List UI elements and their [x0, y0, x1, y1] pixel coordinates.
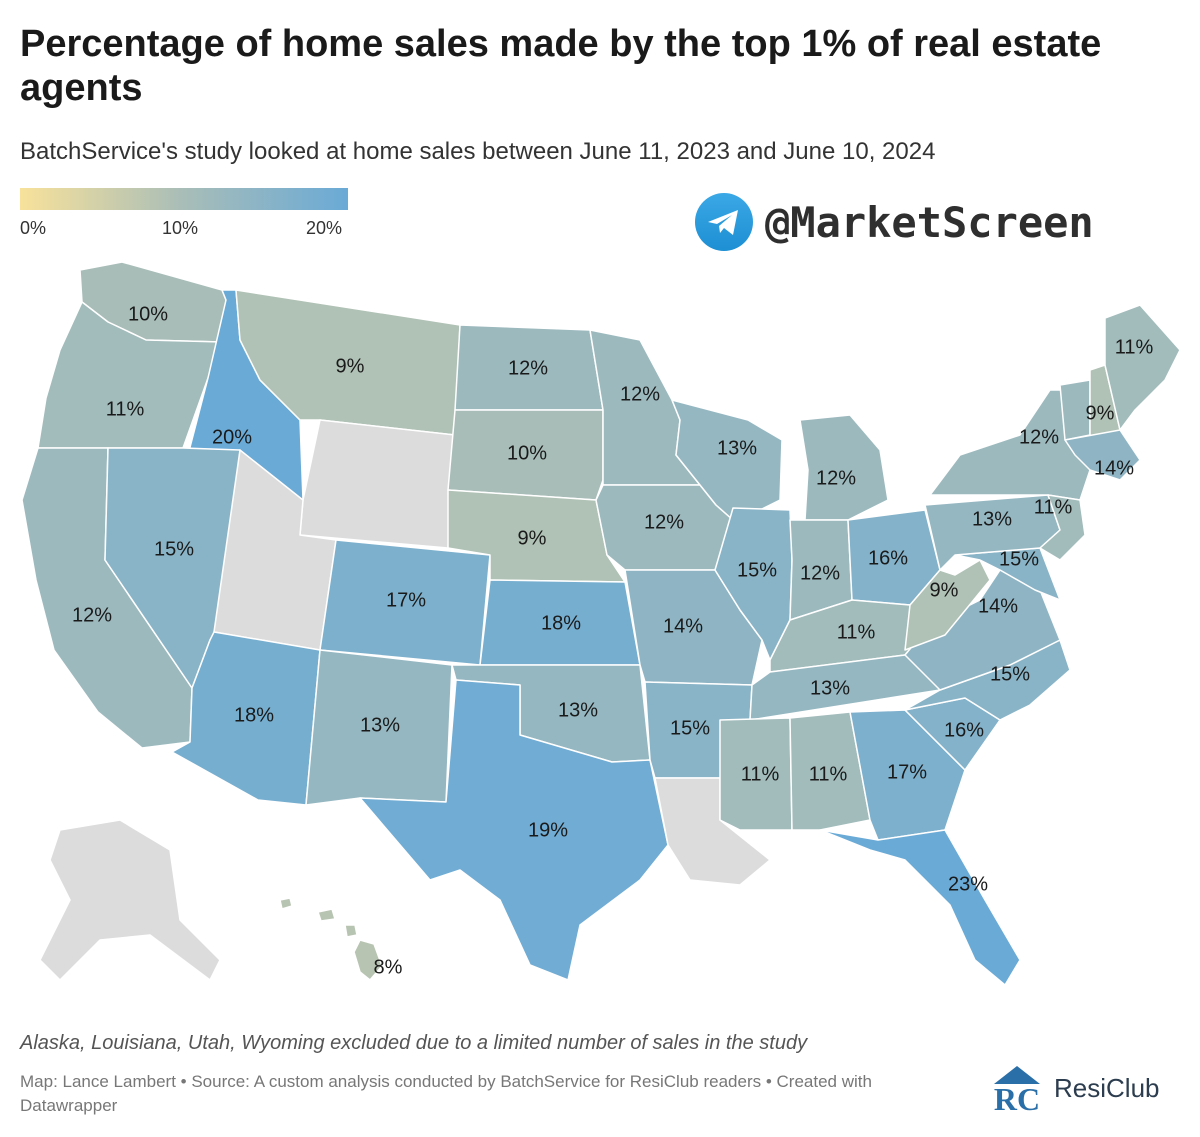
- legend-tick-min: 0%: [20, 218, 47, 238]
- state-label-md: 15%: [999, 548, 1039, 570]
- source-credit: Map: Lance Lambert • Source: A custom an…: [20, 1072, 872, 1115]
- state-ma[interactable]: [1064, 429, 1141, 481]
- state-label-pa: 13%: [972, 508, 1012, 530]
- state-label-nm: 13%: [360, 714, 400, 736]
- watermark-text: @MarketScreen: [765, 197, 1094, 247]
- watermark: @MarketScreen: [695, 192, 1094, 252]
- state-label-tx: 19%: [528, 819, 568, 841]
- state-label-ms: 11%: [741, 763, 780, 785]
- state-label-tn: 13%: [810, 677, 850, 699]
- state-label-ma: 14%: [1094, 457, 1134, 479]
- state-label-az: 18%: [234, 704, 274, 726]
- resiclub-logo-text: ResiClub: [1054, 1072, 1160, 1103]
- state-label-or: 11%: [106, 398, 145, 420]
- state-label-nd: 12%: [508, 357, 548, 379]
- state-al[interactable]: [789, 711, 871, 831]
- resiclub-logo-mark: RC: [994, 1066, 1040, 1114]
- state-mi[interactable]: [799, 414, 889, 521]
- state-label-id: 20%: [212, 426, 252, 448]
- state-tx[interactable]: [359, 679, 669, 981]
- state-label-me: 11%: [1115, 336, 1154, 358]
- state-label-ne: 9%: [518, 527, 547, 549]
- state-label-ca: 12%: [72, 604, 112, 626]
- state-ms[interactable]: [719, 717, 793, 831]
- state-label-nj: 11%: [1034, 496, 1073, 518]
- state-ak[interactable]: [39, 819, 221, 981]
- state-label-va: 14%: [978, 595, 1018, 617]
- state-or[interactable]: [37, 301, 223, 449]
- svg-text:RC: RC: [994, 1081, 1040, 1114]
- legend-gradient-bar: [20, 188, 348, 210]
- state-label-mt: 9%: [336, 355, 365, 377]
- chart-subtitle: BatchService's study looked at home sale…: [20, 138, 936, 165]
- state-fl[interactable]: [819, 829, 1021, 986]
- state-label-nv: 15%: [154, 538, 194, 560]
- state-wv[interactable]: [904, 559, 991, 651]
- us-choropleth-map: 10% 11% 12% 20% 15% 9% 18% 17% 13% 12% 10% 9% 18% 13%…: [21, 261, 1181, 986]
- state-label-sd: 10%: [507, 442, 547, 464]
- state-label-mo: 14%: [663, 615, 703, 637]
- state-nj[interactable]: [1039, 494, 1086, 561]
- state-label-wv: 9%: [930, 579, 959, 601]
- exclusion-note: Alaska, Louisiana, Utah, Wyoming exclude…: [20, 1032, 808, 1054]
- state-label-ga: 17%: [887, 761, 927, 783]
- telegram-icon: [695, 193, 753, 251]
- state-label-il: 15%: [737, 559, 777, 581]
- state-label-al: 11%: [809, 763, 848, 785]
- state-label-ky: 11%: [837, 621, 876, 643]
- state-label-hi: 8%: [374, 956, 403, 978]
- state-label-ar: 15%: [670, 717, 710, 739]
- state-label-nh: 9%: [1086, 402, 1115, 424]
- state-label-nc: 15%: [990, 663, 1030, 685]
- resiclub-logo: RC ResiClub: [990, 1060, 1160, 1116]
- color-legend: 0% 10% 20%: [20, 188, 350, 238]
- state-label-ny: 12%: [1019, 426, 1059, 448]
- state-label-mn: 12%: [620, 383, 660, 405]
- state-label-co: 17%: [386, 589, 426, 611]
- state-label-wa: 10%: [128, 303, 168, 325]
- state-label-ok: 13%: [558, 699, 598, 721]
- chart-title: Percentage of home sales made by the top…: [20, 23, 1102, 109]
- state-sd[interactable]: [447, 409, 604, 501]
- state-hi[interactable]: [279, 897, 383, 981]
- state-wy[interactable]: [299, 419, 456, 549]
- state-label-wi: 13%: [717, 437, 757, 459]
- state-label-sc: 16%: [944, 719, 984, 741]
- state-label-ks: 18%: [541, 612, 581, 634]
- legend-tick-mid: 10%: [162, 218, 199, 238]
- state-label-ia: 12%: [644, 511, 684, 533]
- state-me[interactable]: [1104, 304, 1181, 431]
- state-label-oh: 16%: [868, 547, 908, 569]
- state-label-fl: 23%: [948, 873, 988, 895]
- state-label-mi: 12%: [816, 467, 856, 489]
- state-label-in: 12%: [800, 562, 840, 584]
- legend-tick-max: 20%: [306, 218, 343, 238]
